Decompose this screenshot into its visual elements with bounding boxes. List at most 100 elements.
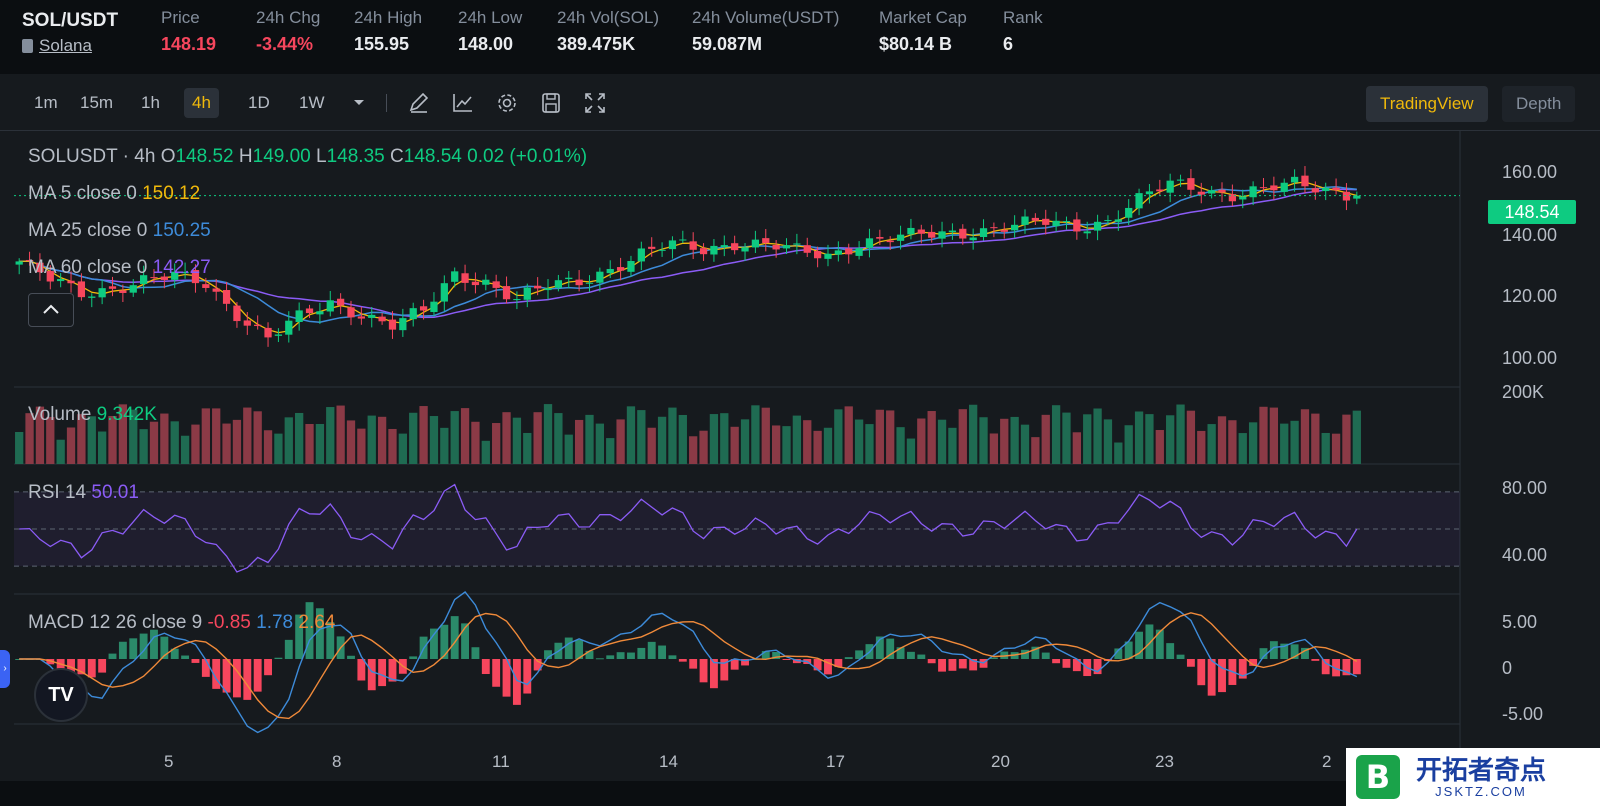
macd-hist-bar [1000, 651, 1009, 659]
side-panel-toggle[interactable]: › [0, 650, 10, 688]
price-tick: 140.00 [1502, 225, 1558, 245]
volume-bar [1134, 411, 1144, 464]
settings-gear-icon[interactable] [494, 90, 520, 116]
volume-bar [948, 427, 957, 464]
candle-body [326, 300, 334, 312]
price-chart-canvas[interactable] [0, 131, 1600, 781]
candle-body [502, 286, 511, 300]
macd-hist-bar [243, 659, 252, 700]
fullscreen-icon[interactable] [582, 90, 608, 116]
macd-hist-bar [481, 659, 490, 675]
macd-hist-bar [1176, 654, 1185, 659]
candle-body [1249, 186, 1257, 198]
draw-pencil-icon[interactable] [406, 90, 432, 116]
candle-body [1290, 176, 1299, 183]
candle-body [606, 268, 614, 274]
candle-body [46, 271, 54, 282]
x-tick: 8 [332, 752, 342, 771]
volume-bar [689, 436, 698, 464]
stat-price: Price 148.19 [161, 8, 216, 55]
macd-hist-bar [212, 659, 221, 689]
ma25-line [19, 185, 1357, 323]
macd-hist-bar [502, 659, 511, 697]
macd-hist-bar [637, 647, 646, 659]
candle-body [1239, 196, 1247, 200]
volume-bar [834, 409, 843, 464]
candle-body [471, 281, 480, 286]
candle-body [731, 243, 739, 251]
macd-hist-bar [201, 659, 210, 677]
save-floppy-icon[interactable] [538, 90, 564, 116]
asset-link-label[interactable]: Solana [39, 36, 92, 55]
macd-hist-bar [1207, 659, 1216, 696]
stat-value: 389.475K [557, 34, 636, 54]
ma5-legend: MA 5 close 0 150.12 [28, 183, 200, 205]
interval-1d[interactable]: 1D [248, 93, 270, 112]
x-tick: 17 [826, 752, 845, 771]
tradingview-view-button[interactable]: TradingView [1366, 86, 1488, 122]
price-tick: 100.00 [1502, 348, 1558, 368]
macd-hist-value: -0.85 [207, 612, 251, 633]
macd-hist-bar [658, 645, 667, 659]
macd-hist-bar [1041, 652, 1050, 659]
candle-body [834, 250, 842, 255]
candle-body [513, 299, 521, 301]
candle-body [399, 318, 407, 331]
stat-24h-high: 24h High 155.95 [354, 8, 422, 55]
macd-hist-bar [564, 637, 573, 659]
interval-15m[interactable]: 15m [80, 93, 114, 112]
candle-body [409, 308, 417, 320]
volume-bar [1300, 409, 1310, 464]
volume-bar [97, 431, 107, 464]
macd-hist-bar [875, 636, 884, 659]
volume-bar [253, 411, 262, 464]
interval-1m[interactable]: 1m [34, 93, 58, 112]
candle-body [772, 244, 780, 250]
macd-hist-bar [378, 659, 387, 687]
ma5-label: MA 5 close 0 [28, 183, 137, 204]
macd-hist-bar [471, 647, 480, 659]
x-tick: 5 [164, 752, 174, 771]
collapse-legend-button[interactable] [28, 293, 74, 327]
interval-1w[interactable]: 1W [299, 93, 325, 112]
volume-bar [1311, 413, 1320, 464]
macd-hist-bar [1145, 624, 1154, 659]
volume-bar [1083, 414, 1092, 464]
candle-body [1000, 229, 1008, 232]
stat-value: 148.00 [458, 34, 514, 54]
candle-body [658, 249, 666, 251]
volume-bar [886, 410, 895, 464]
macd-hist-bar [689, 659, 698, 669]
macd-hist-bar [523, 659, 532, 694]
candle-body [1322, 187, 1330, 192]
volume-bar [243, 407, 252, 464]
dropdown-chevron-icon[interactable] [346, 90, 372, 116]
rsi-label: RSI 14 [28, 482, 87, 503]
macd-hist-bar [357, 659, 366, 681]
macd-hist-bar [1352, 659, 1361, 675]
candle-body [191, 270, 200, 284]
high-label: H [238, 146, 253, 167]
chevron-up-icon [43, 304, 59, 314]
candle-body [1083, 231, 1091, 234]
x-tick: 11 [492, 752, 510, 771]
macd-hist-bar [139, 633, 148, 659]
depth-view-button[interactable]: Depth [1502, 86, 1576, 122]
volume-bar [1031, 437, 1040, 464]
volume-bar [56, 439, 65, 464]
interval-1h[interactable]: 1h [141, 93, 160, 112]
asset-link[interactable]: Solana [22, 36, 118, 56]
stat-value: -3.44% [256, 34, 314, 54]
volume-bar [357, 428, 366, 464]
volume-bar [1269, 407, 1279, 464]
volume-tick: 200K [1502, 382, 1545, 402]
candle-body [98, 288, 106, 298]
macd-hist-bar [699, 659, 708, 683]
stat-value: 155.95 [354, 34, 410, 54]
indicator-chart-icon[interactable] [450, 90, 476, 116]
volume-bar [232, 419, 242, 464]
macd-hist-bar [741, 659, 749, 666]
interval-4h[interactable]: 4h [184, 88, 219, 118]
candle-body [1353, 195, 1361, 199]
candle-body [150, 277, 158, 279]
